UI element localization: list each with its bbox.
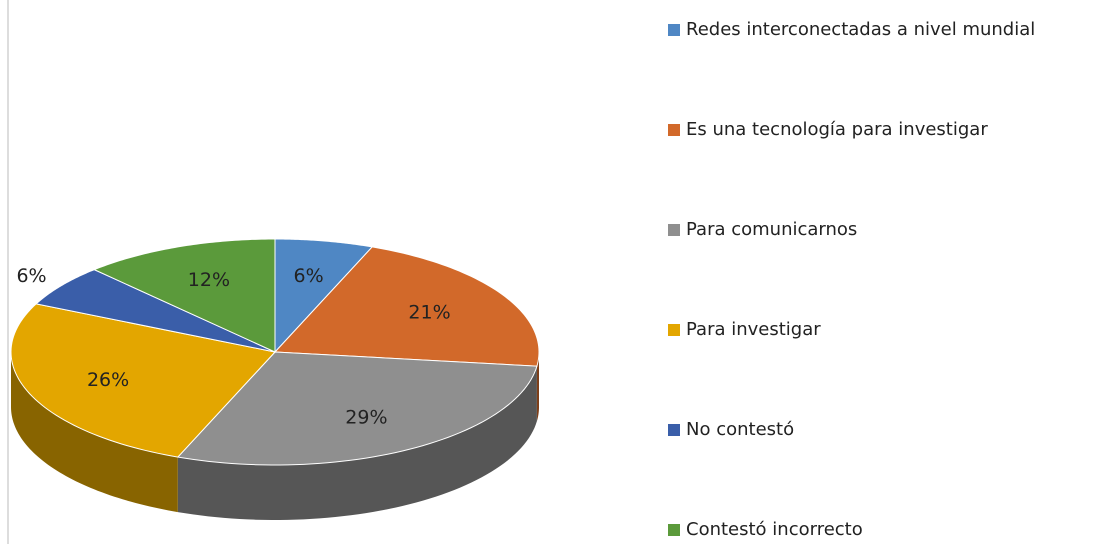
slice [274, 238, 374, 354]
data-label: 26% [87, 369, 129, 391]
slice [273, 246, 540, 367]
legend-label: No contestó [686, 419, 794, 440]
legend-label: Contestó incorrecto [686, 519, 863, 540]
legend-label: Para investigar [686, 319, 821, 340]
slice-side [177, 366, 537, 520]
data-label: 12% [188, 269, 230, 291]
legend-swatch [668, 224, 680, 236]
legend-label: Redes interconectadas a nivel mundial [686, 19, 1035, 40]
slice [10, 303, 276, 458]
data-label: 6% [294, 265, 324, 287]
slice [35, 269, 276, 353]
legend-label: Para comunicarnos [686, 219, 857, 240]
data-label: 6% [16, 265, 46, 287]
data-label: 21% [408, 301, 450, 323]
slice-side [11, 352, 178, 513]
slice [93, 238, 276, 353]
slice [176, 351, 538, 466]
legend-swatch [668, 424, 680, 436]
legend-swatch [668, 524, 680, 536]
slice-side [536, 352, 539, 422]
legend-swatch [668, 124, 680, 136]
legend-label: Es una tecnología para investigar [686, 119, 988, 140]
legend-swatch [668, 324, 680, 336]
legend-swatch [668, 24, 680, 36]
data-label: 29% [345, 407, 387, 429]
